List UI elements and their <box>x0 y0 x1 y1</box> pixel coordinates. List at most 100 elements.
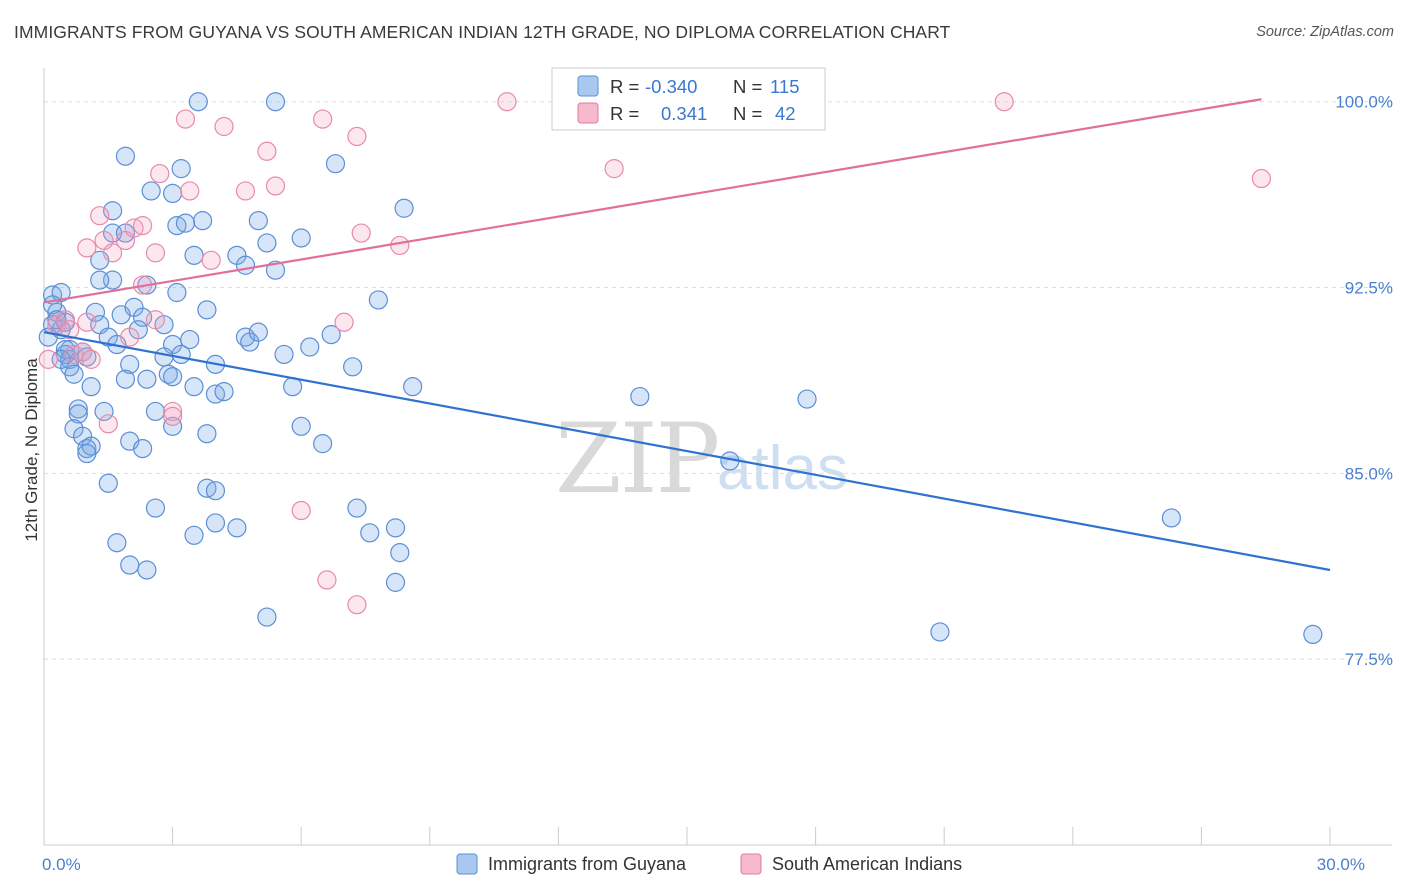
point-sa-indians <box>313 109 333 129</box>
point-guyana <box>171 159 191 179</box>
point-sa-indians <box>201 250 221 270</box>
y-tick-label: 92.5% <box>1345 279 1393 298</box>
point-guyana <box>325 154 346 174</box>
legend-n-value: 115 <box>770 76 800 97</box>
bottom-legend-swatch-pink <box>740 853 762 875</box>
point-sa-indians <box>163 401 183 422</box>
trend-line-guyana <box>43 331 1331 572</box>
trend-lines <box>43 98 1331 572</box>
point-sa-indians <box>145 243 166 263</box>
point-guyana <box>90 270 110 290</box>
point-sa-indians <box>38 349 58 369</box>
point-sa-indians <box>175 109 196 129</box>
legend-swatch-pink <box>577 102 599 124</box>
point-guyana <box>175 213 196 233</box>
point-sa-indians <box>1251 168 1272 189</box>
axes: 100.0% 92.5% 85.0% 77.5% 0.0% 30.0% <box>42 68 1393 874</box>
watermark: ZIP atlas <box>555 403 848 515</box>
point-sa-indians <box>291 500 311 521</box>
point-sa-indians <box>90 206 110 226</box>
point-sa-indians <box>180 181 200 201</box>
bottom-legend-label-sa-indians: South American Indians <box>772 854 962 874</box>
trend-line-sa-indians <box>43 98 1262 304</box>
point-sa-indians <box>497 92 517 112</box>
point-guyana <box>184 377 204 397</box>
point-sa-indians <box>265 176 286 196</box>
point-guyana <box>1161 508 1181 528</box>
point-guyana <box>154 347 174 367</box>
point-guyana <box>257 607 277 627</box>
point-sa-indians <box>604 159 624 179</box>
point-guyana <box>205 513 226 533</box>
legend-r-value: -0.340 <box>645 76 697 97</box>
point-sa-indians <box>77 312 97 332</box>
point-guyana <box>163 183 183 204</box>
x-tick-label: 30.0% <box>1317 855 1365 874</box>
point-sa-indians <box>334 312 354 332</box>
point-guyana <box>1303 624 1323 645</box>
point-sa-indians <box>77 238 97 258</box>
point-sa-indians <box>102 243 123 263</box>
point-guyana <box>120 555 140 575</box>
point-guyana <box>403 377 423 397</box>
point-sa-indians <box>317 570 337 590</box>
point-guyana <box>291 416 311 436</box>
point-guyana <box>235 255 256 275</box>
point-guyana <box>145 498 166 518</box>
point-guyana <box>385 572 406 592</box>
data-points <box>38 92 1323 645</box>
point-sa-indians <box>351 223 371 243</box>
point-guyana <box>385 518 406 538</box>
point-sa-indians <box>235 181 256 201</box>
point-guyana <box>248 322 268 342</box>
point-guyana <box>115 146 136 166</box>
bottom-legend-label-guyana: Immigrants from Guyana <box>488 854 687 874</box>
series-legend: Immigrants from Guyana South American In… <box>456 853 962 875</box>
point-guyana <box>163 367 183 387</box>
point-sa-indians <box>163 406 183 426</box>
point-guyana <box>300 337 320 357</box>
point-guyana <box>630 386 650 407</box>
point-guyana <box>343 357 363 377</box>
y-axis-label: 12th Grade, No Diploma <box>22 358 41 542</box>
point-guyana <box>98 473 118 493</box>
point-guyana <box>107 533 127 553</box>
point-guyana <box>77 443 97 464</box>
point-sa-indians <box>214 116 234 137</box>
point-guyana <box>197 300 217 320</box>
point-guyana <box>193 211 213 231</box>
point-guyana <box>265 92 286 112</box>
y-tick-label: 77.5% <box>1345 650 1393 669</box>
point-guyana <box>137 560 157 580</box>
point-guyana <box>141 181 161 201</box>
point-sa-indians <box>994 92 1014 112</box>
point-sa-indians <box>60 320 80 340</box>
point-guyana <box>120 354 140 374</box>
stats-legend: R = -0.340 N = 115 R = 0.341 N = 42 <box>551 67 826 131</box>
point-guyana <box>184 525 204 545</box>
point-guyana <box>163 416 183 436</box>
point-guyana <box>274 344 294 365</box>
point-guyana <box>188 92 208 112</box>
point-sa-indians <box>55 310 76 330</box>
legend-swatch-blue <box>577 75 599 97</box>
legend-n-label: N = <box>733 76 762 97</box>
point-guyana <box>132 438 153 459</box>
point-guyana <box>81 377 101 397</box>
point-guyana <box>184 245 204 265</box>
point-guyana <box>68 399 88 419</box>
point-guyana <box>214 382 234 402</box>
y-tick-label: 100.0% <box>1335 93 1393 112</box>
point-sa-indians <box>347 126 367 147</box>
x-tick-label: 0.0% <box>42 855 81 874</box>
point-guyana <box>930 622 950 642</box>
legend-r-label: R = <box>610 103 639 124</box>
point-guyana <box>197 424 217 444</box>
point-guyana <box>394 198 414 218</box>
legend-n-value: 42 <box>775 103 796 124</box>
point-guyana <box>167 282 187 303</box>
legend-r-value: 0.341 <box>661 103 707 124</box>
point-sa-indians <box>390 235 410 256</box>
chart-source: Source: ZipAtlas.com <box>1256 24 1394 40</box>
point-sa-indians <box>257 141 277 161</box>
